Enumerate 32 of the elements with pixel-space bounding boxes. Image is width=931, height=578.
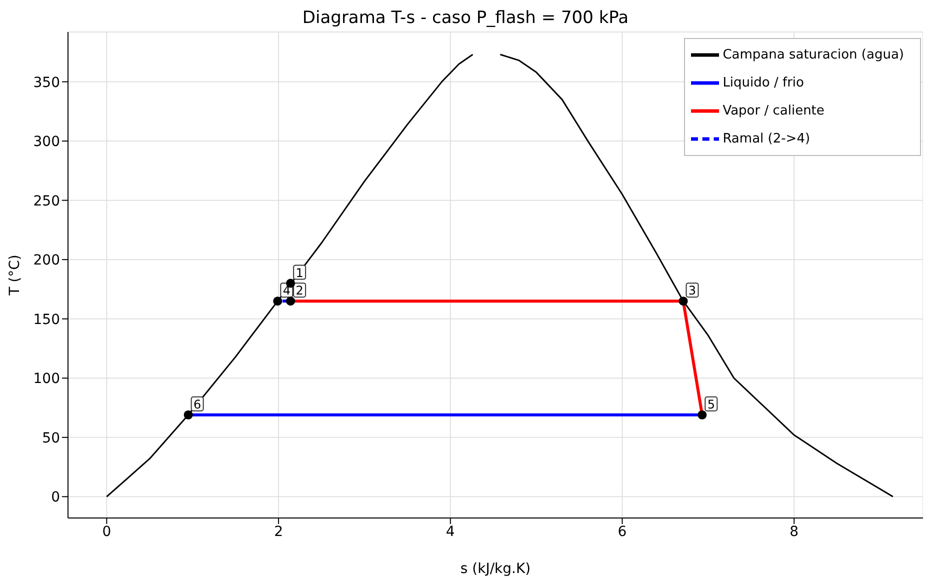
legend-label: Vapor / caliente: [722, 104, 824, 119]
y-tick-label: 300: [33, 134, 60, 150]
y-tick-label: 350: [33, 74, 60, 91]
x-tick-label: 6: [618, 524, 627, 540]
annotation: 1: [296, 266, 304, 280]
y-axis-title: T (°C): [6, 254, 23, 296]
x-tick-label: 8: [790, 524, 799, 540]
annotation: 2: [296, 284, 304, 298]
point: [678, 296, 688, 306]
legend-label: Ramal (2->4): [722, 132, 810, 147]
y-tick-label: 100: [33, 371, 60, 388]
y-tick-label: 150: [33, 312, 60, 328]
x-tick-label: 4: [446, 524, 455, 540]
y-tick-label: 0: [51, 490, 60, 506]
legend-label: Campana saturacion (agua): [722, 48, 904, 63]
x-axis-title: s (kJ/kg.K): [460, 560, 531, 577]
point: [698, 410, 707, 420]
annotation: 4: [282, 284, 290, 298]
point: [286, 278, 296, 288]
x-tick-label: 0: [102, 524, 112, 540]
point: [286, 296, 296, 306]
annotation: 6: [193, 397, 202, 412]
y-tick-label: 250: [33, 193, 60, 210]
point: [273, 296, 282, 306]
annotation: 3: [688, 284, 696, 298]
annotation: 5: [707, 397, 715, 412]
y-tick-label: 50: [42, 430, 60, 446]
x-tick-label: 2: [274, 524, 283, 540]
point: [184, 410, 193, 420]
y-tick-label: 200: [33, 252, 60, 269]
chart-title: Diagrama T-s - caso P_flash = 700 kPa: [301, 8, 630, 30]
legend-label: Liquido / frio: [722, 76, 804, 91]
